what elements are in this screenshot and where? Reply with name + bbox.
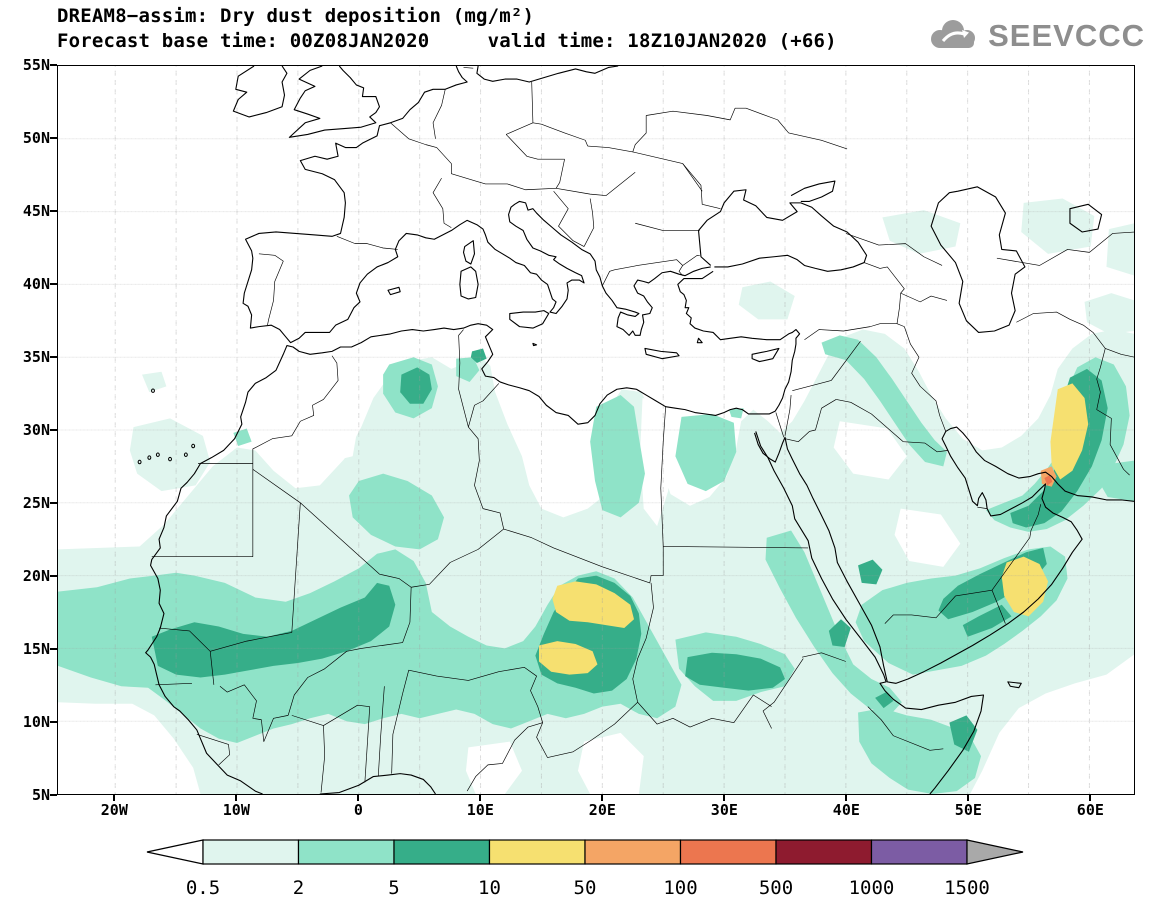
lat-tick-label: 5N	[31, 786, 50, 804]
lat-tick-label: 35N	[22, 348, 50, 366]
lon-tick-mark	[479, 795, 482, 801]
lon-tick-label: 10E	[466, 801, 494, 819]
lat-tick-mark	[50, 64, 57, 66]
lat-tick-mark	[50, 137, 57, 139]
lat-tick-mark	[50, 356, 57, 358]
lat-tick-mark	[50, 794, 57, 796]
colorbar-label: 1000	[849, 877, 895, 899]
lat-tick-label: 50N	[22, 129, 50, 147]
lon-tick-mark	[1089, 795, 1092, 801]
logo-text: SEEVCCC	[988, 18, 1145, 53]
lat-tick-mark	[50, 283, 57, 285]
lon-tick-label: 20E	[588, 801, 616, 819]
colorbar-segment	[870, 839, 968, 865]
lat-tick-label: 45N	[22, 202, 50, 220]
lat-tick-label: 20N	[22, 567, 50, 585]
lat-tick-mark	[50, 210, 57, 212]
lat-tick-label: 15N	[22, 640, 50, 658]
seevccc-logo: SEEVCCC	[925, 16, 1145, 56]
colorbar-label: 50	[574, 877, 597, 899]
coastlines	[138, 66, 1134, 794]
colorbar-segment	[202, 839, 300, 865]
lon-tick-label: 10W	[222, 801, 250, 819]
lon-tick-mark	[845, 795, 848, 801]
colorbar-label: 5	[388, 877, 399, 899]
lon-tick-label: 20W	[100, 801, 128, 819]
lon-tick-mark	[235, 795, 238, 801]
lon-tick-mark	[601, 795, 604, 801]
lat-tick-mark	[50, 721, 57, 723]
lat-tick-mark	[50, 429, 57, 431]
colorbar-segment	[775, 839, 873, 865]
colorbar-label: 1500	[944, 877, 990, 899]
lat-tick-label: 40N	[22, 275, 50, 293]
chart-title: DREAM8−assim: Dry dust deposition (mg/m²…	[57, 5, 535, 27]
lat-tick-mark	[50, 648, 57, 650]
lon-tick-label: 60E	[1076, 801, 1104, 819]
colorbar-segment	[297, 839, 395, 865]
colorbar-arrow-left	[146, 839, 204, 865]
cloud-icon	[925, 16, 981, 56]
colorbar-segment	[679, 839, 777, 865]
lat-tick-label: 25N	[22, 494, 50, 512]
lat-tick-mark	[50, 575, 57, 577]
colorbar: 0.5 2 5 10 50 100 500 1000 1500	[145, 838, 1025, 907]
colorbar-label: 100	[663, 877, 697, 899]
map-svg	[58, 66, 1134, 794]
colorbar-arrow-right	[966, 839, 1024, 865]
lon-tick-label: 40E	[832, 801, 860, 819]
chart-subtitle: Forecast base time: 00Z08JAN2020 valid t…	[57, 30, 837, 52]
colorbar-label: 2	[293, 877, 304, 899]
lat-tick-label: 10N	[22, 713, 50, 731]
lat-tick-label: 30N	[22, 421, 50, 439]
colorbar-label: 10	[478, 877, 501, 899]
dust-contours	[58, 198, 1134, 794]
lon-tick-mark	[113, 795, 116, 801]
map-frame	[57, 65, 1135, 795]
lon-tick-mark	[967, 795, 970, 801]
lon-tick-label: 50E	[954, 801, 982, 819]
colorbar-label: 0.5	[186, 877, 220, 899]
country-borders	[152, 67, 1134, 792]
lat-tick-label: 55N	[22, 56, 50, 74]
lon-tick-label: 30E	[710, 801, 738, 819]
lat-tick-mark	[50, 502, 57, 504]
lon-tick-mark	[723, 795, 726, 801]
lon-tick-label: 0	[353, 801, 363, 819]
lon-tick-mark	[357, 795, 360, 801]
colorbar-segment	[584, 839, 682, 865]
colorbar-segment	[488, 839, 586, 865]
colorbar-label: 500	[759, 877, 793, 899]
colorbar-segment	[393, 839, 491, 865]
